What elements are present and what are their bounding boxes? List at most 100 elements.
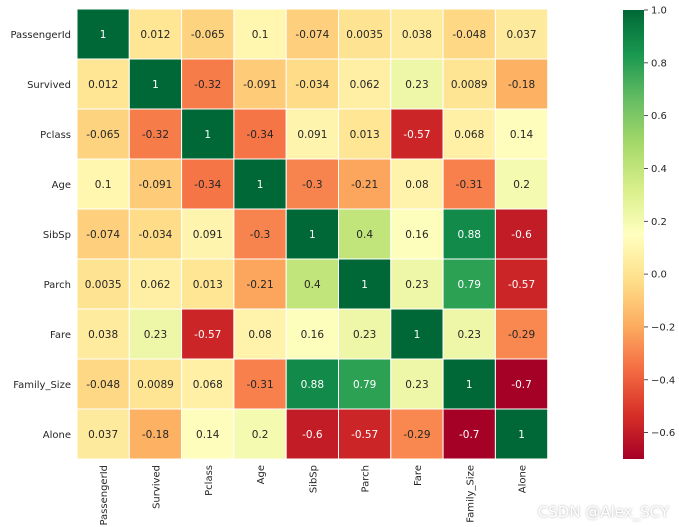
colorbar-ticks: 1.0 0.8 0.6 0.4 0.2 0.0 −0.2 −0.4 −0.6 [644, 6, 675, 439]
heatmap-cell [233, 208, 287, 260]
cell-value-label: 0.091 [297, 129, 327, 141]
cell-value-label: 0.068 [454, 129, 484, 141]
heatmap-cell [181, 258, 235, 310]
column-label: Parch [361, 465, 372, 492]
cell-value-label: 0.038 [88, 329, 118, 341]
heatmap-cell [494, 58, 549, 110]
heatmap-cell [233, 358, 287, 410]
column-label: Survived [151, 465, 162, 509]
heatmap-cell [76, 158, 130, 210]
heatmap-cell [390, 308, 444, 360]
watermark: CSDN @Alex_SCY [537, 503, 669, 521]
heatmap-cell [76, 408, 130, 460]
heatmap-cell [128, 8, 183, 60]
heatmap-cell [181, 208, 235, 260]
heatmap-cell [285, 258, 340, 310]
heatmap-cell [181, 8, 235, 60]
row-label: Family_Size [13, 380, 71, 391]
cell-value-label: -0.065 [191, 29, 225, 41]
cell-value-label: -0.6 [511, 229, 532, 241]
heatmap-cells: 1 0.012 -0.065 0.1 -0.074 0.0035 0.038 -0.048 0.… [76, 8, 549, 460]
cell-value-label: -0.57 [508, 279, 535, 291]
colorbar-tick-label: 0.8 [651, 58, 667, 69]
cell-value-label: 0.08 [248, 329, 271, 341]
cell-value-label: 0.037 [88, 429, 118, 441]
heatmap-cell [233, 158, 287, 210]
cell-value-label: -0.074 [295, 29, 329, 41]
cell-value-label: 0.068 [193, 379, 223, 391]
cell-value-label: 0.4 [356, 229, 373, 241]
heatmap-cell [285, 58, 340, 110]
column-labels: PassengerId Survived Pclass Age SibSp Parch Fa… [99, 465, 528, 526]
cell-value-label: -0.21 [246, 279, 273, 291]
heatmap-cell [442, 258, 496, 310]
heatmap-cell [338, 258, 392, 310]
heatmap-cell [285, 408, 340, 460]
cell-value-label: 0.062 [350, 79, 380, 91]
cell-value-label: -0.34 [194, 179, 221, 191]
heatmap-cell [128, 308, 183, 360]
cell-value-label: 0.23 [405, 279, 428, 291]
cell-value-label: -0.034 [295, 79, 329, 91]
heatmap-cell [494, 208, 549, 260]
cell-value-label: 1 [204, 129, 211, 141]
cell-value-label: -0.034 [139, 229, 173, 241]
cell-value-label: 1 [466, 379, 473, 391]
heatmap-cell [494, 408, 549, 460]
cell-value-label: -0.18 [508, 79, 535, 91]
cell-value-label: -0.048 [452, 29, 486, 41]
cell-value-label: 0.23 [405, 79, 428, 91]
cell-value-label: 0.88 [301, 379, 324, 391]
heatmap-cell [285, 108, 340, 160]
cell-value-label: 0.062 [140, 279, 170, 291]
cell-value-label: 1 [100, 29, 107, 41]
cell-value-label: -0.29 [508, 329, 535, 341]
heatmap-cell [76, 8, 130, 60]
heatmap-cell [338, 408, 392, 460]
cell-value-label: -0.074 [86, 229, 120, 241]
heatmap-cell [442, 8, 496, 60]
cell-value-label: 0.1 [95, 179, 112, 191]
cell-value-label: 0.012 [140, 29, 170, 41]
cell-value-label: -0.31 [456, 179, 483, 191]
heatmap-cell [76, 258, 130, 310]
colorbar-tick-label: 0.6 [651, 111, 667, 122]
heatmap-cell [76, 108, 130, 160]
cell-value-label: 1 [257, 179, 264, 191]
heatmap-cell [181, 408, 235, 460]
cell-value-label: 0.2 [252, 429, 269, 441]
cell-value-label: -0.048 [86, 379, 120, 391]
cell-value-label: 0.0035 [346, 29, 383, 41]
cell-value-label: -0.18 [142, 429, 169, 441]
cell-value-label: -0.091 [139, 179, 173, 191]
colorbar-tick-label: 1.0 [651, 6, 667, 17]
heatmap-cell [128, 258, 183, 310]
heatmap-cell [494, 258, 549, 310]
heatmap-cell [76, 208, 130, 260]
column-label: PassengerId [99, 465, 110, 526]
colorbar-tick-label: −0.2 [651, 322, 675, 333]
column-label: Family_Size [465, 465, 476, 523]
column-label: Pclass [204, 465, 215, 496]
cell-value-label: -0.7 [511, 379, 532, 391]
column-label: Age [256, 465, 267, 484]
cell-value-label: 0.0035 [85, 279, 122, 291]
cell-value-label: 0.14 [510, 129, 534, 141]
heatmap-cell [338, 208, 392, 260]
cell-value-label: 0.4 [304, 279, 321, 291]
heatmap-cell [181, 358, 235, 410]
colorbar-tick-label: 0.0 [651, 270, 667, 281]
cell-value-label: 0.2 [513, 179, 530, 191]
heatmap-cell [76, 308, 130, 360]
cell-value-label: 1 [152, 79, 159, 91]
cell-value-label: 0.1 [252, 29, 269, 41]
row-label: SibSp [43, 230, 71, 241]
cell-value-label: 0.14 [196, 429, 220, 441]
cell-value-label: -0.3 [302, 179, 323, 191]
cell-value-label: 1 [309, 229, 316, 241]
row-label: Age [52, 180, 71, 191]
row-label: PassengerId [10, 30, 71, 41]
heatmap-cell [128, 158, 183, 210]
cell-value-label: -0.091 [243, 79, 277, 91]
heatmap-cell [76, 58, 130, 110]
